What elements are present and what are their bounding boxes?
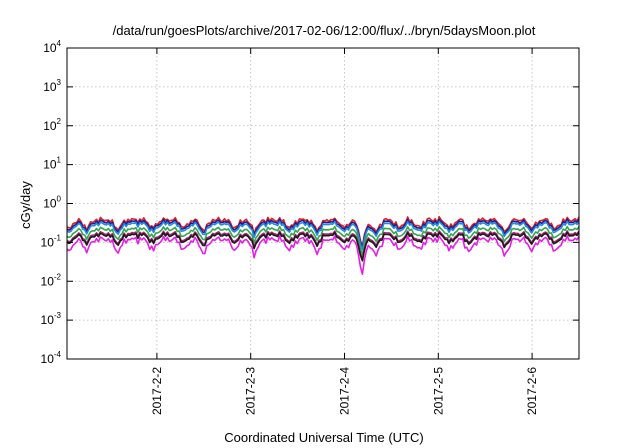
y-tick-label: 10-1 — [41, 233, 62, 249]
series-line — [66, 218, 580, 249]
x-axis: 2017-2-2 2017-2-3 2017-2-4 2017-2-5 2017-2-6 — [150, 48, 539, 415]
x-tick-label: 2017-2-5 — [431, 367, 445, 415]
y-axis: 10-4 10-3 10-2 10-1 100 101 102 103 104 — [41, 39, 579, 366]
y-tick-label: 102 — [43, 117, 61, 133]
y-tick-label: 10-3 — [41, 311, 62, 327]
series-line — [66, 225, 580, 256]
y-tick-label: 100 — [43, 195, 61, 211]
x-tick-label: 2017-2-4 — [337, 367, 351, 415]
y-tick-label: 10-2 — [41, 272, 62, 288]
y-tick-label: 101 — [43, 156, 61, 172]
x-tick-label: 2017-2-6 — [525, 367, 539, 415]
y-tick-label: 10-4 — [41, 350, 62, 366]
x-axis-label: Coordinated Universal Time (UTC) — [224, 430, 423, 445]
series-line — [66, 231, 580, 262]
x-tick-label: 2017-2-3 — [244, 367, 258, 415]
series-line — [66, 235, 580, 276]
x-tick-label: 2017-2-2 — [150, 367, 164, 415]
grid — [67, 48, 579, 359]
chart-title: /data/run/goesPlots/archive/2017-02-06/1… — [113, 23, 536, 38]
series-group — [66, 216, 580, 276]
y-tick-label: 103 — [43, 78, 61, 94]
y-tick-label: 104 — [43, 39, 61, 55]
series-line — [66, 220, 580, 251]
y-axis-label: cGy/day — [18, 181, 33, 229]
